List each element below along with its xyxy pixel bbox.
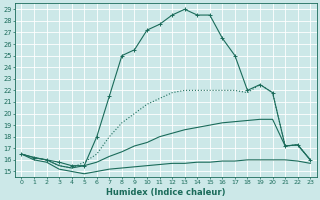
X-axis label: Humidex (Indice chaleur): Humidex (Indice chaleur) (106, 188, 226, 197)
